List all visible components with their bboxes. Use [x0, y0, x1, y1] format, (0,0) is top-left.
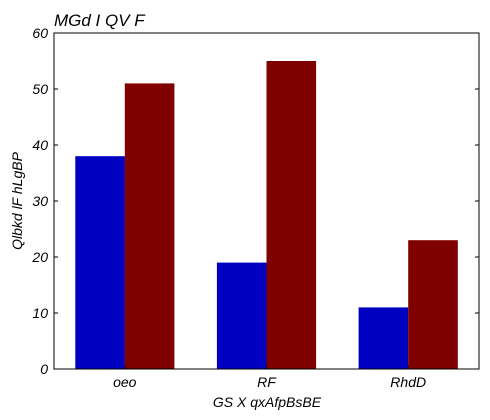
x-tick-label: RF [257, 374, 277, 390]
x-tick-label: oeo [113, 374, 137, 390]
bar-oeo-series-2 [124, 83, 175, 370]
ticks-layer: oeo RF RhdD 0 10 20 30 40 50 60 [31, 25, 479, 390]
x-tick-label: RhdD [390, 374, 426, 390]
plot-frame [53, 32, 480, 370]
chart-title: MGd I QV F [54, 11, 146, 30]
bar-oeo-series-1 [75, 156, 125, 369]
y-tick-label: 60 [32, 25, 48, 41]
x-axis-label: GS X qxAfpBsBE [213, 394, 322, 410]
bar-RF-series-1 [216, 262, 267, 369]
y-tick-label: 20 [31, 249, 48, 265]
y-tick-label: 10 [32, 305, 48, 321]
y-axis-label: Qlbkd lF hLgBP [9, 151, 25, 249]
bar-RhdD-series-1 [358, 307, 409, 369]
y-tick-label: 30 [32, 193, 48, 209]
y-tick-label: 50 [32, 81, 48, 97]
bar-RF-series-2 [266, 61, 317, 369]
bars-layer [75, 61, 458, 370]
y-tick-label: 0 [40, 361, 48, 377]
y-tick-label: 40 [32, 137, 48, 153]
bar-RhdD-series-2 [408, 240, 458, 369]
